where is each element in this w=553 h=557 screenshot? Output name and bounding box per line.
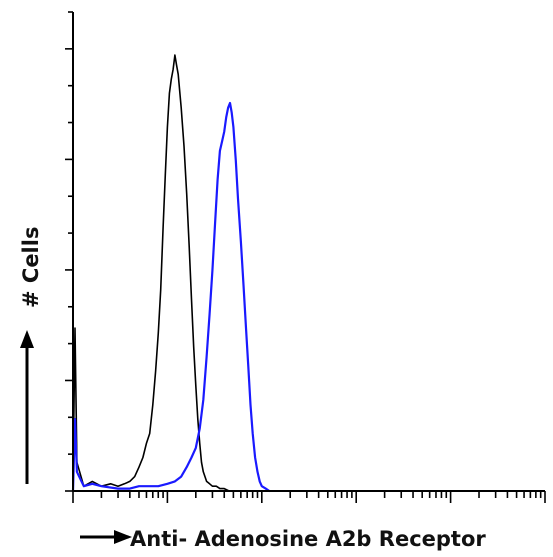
- x-axis-title-group: Anti- Adenosine A2b Receptor: [80, 527, 486, 551]
- y-axis-title: # Cells: [19, 227, 43, 308]
- y-axis-arrow-head: [20, 330, 34, 348]
- x-axis-title: Anti- Adenosine A2b Receptor: [130, 527, 486, 551]
- plot-area: [71, 54, 271, 493]
- y-axis-title-group: # Cells: [19, 227, 43, 484]
- axes: [72, 12, 545, 492]
- series-1-line: [72, 54, 230, 492]
- x-axis-ticks: [72, 491, 546, 503]
- series-2-line: [71, 101, 271, 493]
- x-axis-arrow-head: [114, 530, 132, 544]
- y-axis-ticks: [65, 11, 73, 492]
